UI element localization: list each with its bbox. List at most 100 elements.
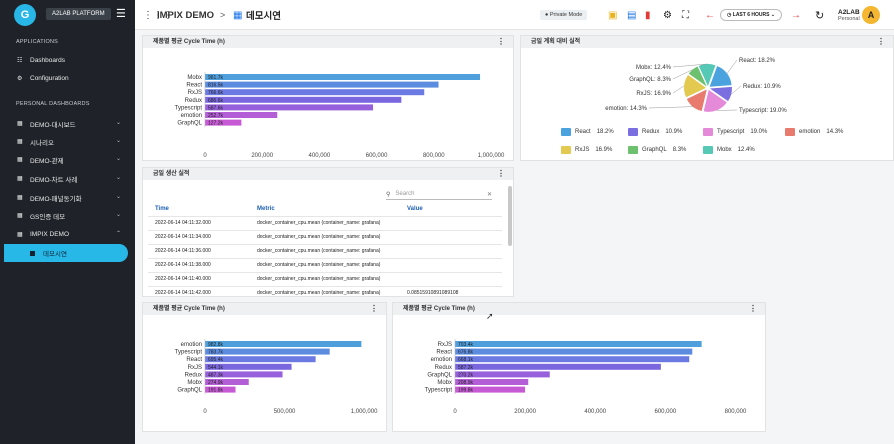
pie-slice-typescript[interactable] — [703, 89, 727, 112]
legend-item-rxjs[interactable]: RxJS 16.9% — [561, 146, 612, 154]
bar-typescript[interactable] — [205, 104, 374, 111]
table-row[interactable]: 2022-06-14 04:11:34.000 docker_container_… — [148, 230, 502, 245]
chevron-down-icon[interactable]: ⌄ — [115, 156, 121, 162]
apps-grid-icon[interactable]: ⋮⋮⋮ — [143, 9, 173, 21]
cell-time: 2022-06-14 04:11:36.000 — [148, 244, 250, 259]
panel-cycle-time-1: 제품별 평균 Cycle Time (h) ⋮ Mobx 961.7k React 81… — [142, 35, 514, 161]
pie-slice-graphql[interactable] — [688, 66, 707, 87]
sidebar-item-demo-dashboard[interactable]: ▦ DEMO-대시보드 ⌄ — [0, 115, 135, 132]
time-forward-icon[interactable]: → — [791, 9, 801, 21]
search-field[interactable]: ⚲ Search ✕ — [386, 189, 492, 200]
sidebar-item-demo-chart[interactable]: ▦ DEMO-차트 사례 ⌄ — [0, 170, 135, 187]
add-panel-icon[interactable]: ▣ — [608, 9, 618, 21]
bar-redux[interactable] — [205, 96, 402, 103]
bar-mobx[interactable] — [455, 379, 529, 385]
private-mode-toggle[interactable]: ● Private Mode — [540, 0, 588, 30]
menu-icon[interactable]: ☰ — [116, 8, 126, 20]
bar-emotion[interactable] — [205, 341, 362, 347]
table-scrollbar[interactable] — [508, 186, 512, 246]
legend-item-mobx[interactable]: Mobx 12.4% — [703, 146, 755, 154]
col-metric-header[interactable]: Metric — [250, 203, 400, 217]
bar-typescript[interactable] — [205, 348, 330, 355]
bar-rxjs[interactable] — [205, 89, 425, 96]
search-input[interactable]: Search — [395, 191, 415, 197]
refresh-icon[interactable]: ↻ — [815, 9, 825, 22]
bar-emotion[interactable] — [205, 112, 278, 118]
x-tick-label: 500,000 — [274, 409, 296, 415]
more-icon[interactable]: ⋮ — [497, 169, 505, 178]
bar-react[interactable] — [205, 356, 316, 363]
delete-icon[interactable]: ▮ — [645, 9, 651, 21]
bar-mobx[interactable] — [205, 74, 481, 80]
col-time-header[interactable]: Time — [148, 203, 250, 217]
table-row[interactable]: 2022-06-14 04:11:32.000 docker_container_… — [148, 216, 502, 231]
col-value-header[interactable]: Value — [400, 203, 502, 217]
sidebar-item-dashboards[interactable]: ☷ Dashboards — [0, 52, 135, 69]
chevron-up-icon[interactable]: ⌃ — [115, 231, 121, 237]
bar-rxjs[interactable] — [455, 341, 702, 347]
legend-percent: 10.9% — [665, 129, 683, 135]
table-row[interactable]: 2022-06-14 04:11:38.000 docker_container_… — [148, 258, 502, 273]
sidebar-item-gs-demo[interactable]: ▦ GS인증 데모 ⌄ — [0, 207, 135, 224]
chevron-down-icon[interactable]: ⌄ — [115, 194, 121, 200]
legend-item-redux[interactable]: Redux 10.9% — [628, 128, 682, 136]
avatar[interactable]: A — [862, 6, 880, 24]
table-row[interactable]: 2022-06-14 04:11:40.000 docker_container_… — [148, 272, 502, 287]
clock-icon: ◷ — [727, 12, 733, 18]
sidebar-item-configuration[interactable]: ⚙ Configuration — [0, 70, 135, 87]
x-tick-label: 600,000 — [366, 153, 388, 159]
bar-graphql[interactable] — [455, 371, 550, 378]
sidebar-item-demo-control[interactable]: ▦ DEMO-관제 ⌄ — [0, 151, 135, 168]
bar-emotion[interactable] — [455, 356, 690, 363]
time-back-icon[interactable]: ← — [705, 9, 715, 21]
pie-slice-react[interactable] — [709, 66, 732, 87]
more-icon[interactable]: ⋮ — [749, 304, 757, 313]
category-label: React — [186, 83, 202, 89]
more-icon[interactable]: ⋮ — [877, 37, 885, 46]
clear-icon[interactable]: ✕ — [486, 191, 492, 198]
bar-graphql[interactable] — [205, 119, 242, 126]
legend-item-react[interactable]: React 18.2% — [561, 128, 614, 136]
chevron-down-icon[interactable]: ⌄ — [115, 212, 121, 218]
save-icon[interactable]: ▤ — [627, 9, 637, 21]
table-row[interactable]: 2022-06-14 04:11:36.000 docker_container_… — [148, 244, 502, 259]
platform-badge[interactable]: A2LAB PLATFORM — [46, 8, 111, 20]
app-logo[interactable]: G — [14, 4, 36, 26]
chevron-down-icon[interactable]: ⌄ — [115, 120, 121, 126]
sidebar-item-scenario[interactable]: ▦ 시나리오 ⌄ — [0, 133, 135, 150]
bar-redux[interactable] — [455, 363, 661, 370]
pie-slice-rxjs[interactable] — [684, 75, 707, 98]
chevron-down-icon[interactable]: ⌄ — [115, 175, 121, 181]
fullscreen-icon[interactable]: ⛶ — [682, 9, 689, 21]
legend-label: Mobx — [717, 147, 732, 153]
pie-slice-redux[interactable] — [709, 86, 732, 102]
sidebar-item-demo-panel-sync[interactable]: ▦ DEMO-패널동기화 ⌄ — [0, 189, 135, 206]
bar-graphql[interactable] — [205, 386, 236, 393]
category-label: GraphQL — [177, 121, 202, 127]
cell-value — [400, 216, 502, 231]
bar-redux[interactable] — [205, 371, 283, 378]
pie-slice-emotion[interactable] — [686, 89, 707, 111]
sidebar-item-impix-demo[interactable]: ▦ IMPIX DEMO ⌃ — [0, 226, 135, 243]
time-range-picker[interactable]: ◷ LAST 6 HOURS ⌄ — [720, 0, 783, 30]
bar-react[interactable] — [455, 348, 693, 355]
pie-slice-mobx[interactable] — [698, 64, 716, 87]
bar-typescript[interactable] — [455, 386, 526, 393]
legend-item-graphql[interactable]: GraphQL 8.3% — [628, 146, 686, 154]
sidebar-subitem-demo[interactable]: 데모시연 — [4, 244, 128, 262]
legend-item-typescript[interactable]: Typescript 19.0% — [703, 128, 767, 136]
bar-react[interactable] — [205, 81, 439, 88]
panel-title: 금일 계획 대비 실적 ⋮ — [521, 36, 893, 48]
panel-title-text: 제품별 평균 Cycle Time (h) — [153, 306, 225, 312]
more-icon[interactable]: ⋮ — [497, 37, 505, 46]
more-icon[interactable]: ⋮ — [370, 304, 378, 313]
settings-icon[interactable]: ⚙ — [663, 9, 672, 21]
breadcrumb-root[interactable]: IMPIX DEMO — [157, 9, 215, 21]
table-row[interactable]: 2022-06-14 04:11:42.000 docker_container_… — [148, 286, 502, 296]
user-role: Personal — [838, 15, 860, 22]
chevron-down-icon[interactable]: ⌄ — [115, 138, 121, 144]
bar-mobx[interactable] — [205, 379, 249, 385]
sidebar-item-label: 데모시연 — [43, 251, 67, 258]
legend-item-emotion[interactable]: emotion 14.3% — [785, 128, 843, 136]
bar-rxjs[interactable] — [205, 363, 292, 370]
